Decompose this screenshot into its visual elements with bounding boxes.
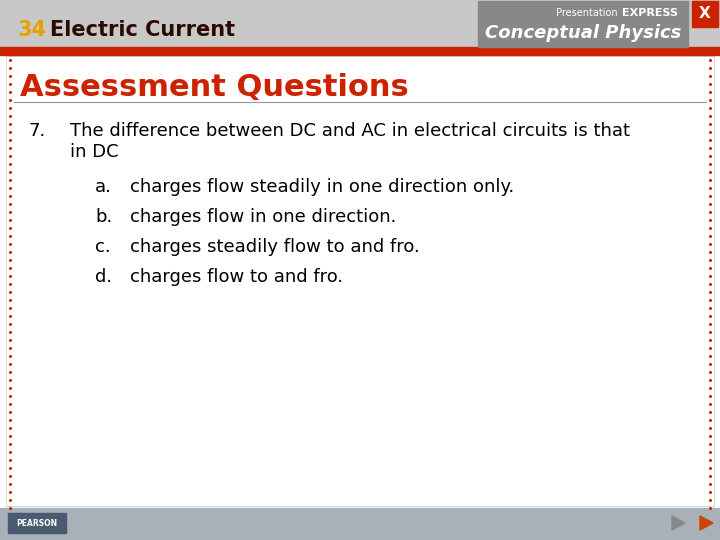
Text: d.: d. — [95, 268, 112, 286]
Text: b.: b. — [95, 208, 112, 226]
Text: The difference between DC and AC in electrical circuits is that: The difference between DC and AC in elec… — [70, 122, 630, 140]
Bar — [0, 47, 720, 55]
Text: charges flow to and fro.: charges flow to and fro. — [130, 268, 343, 286]
Polygon shape — [672, 516, 685, 530]
Text: Electric Current: Electric Current — [50, 20, 235, 40]
Bar — [8, 513, 66, 533]
Text: Presentation: Presentation — [556, 8, 618, 18]
Bar — [692, 1, 718, 27]
Text: charges flow steadily in one direction only.: charges flow steadily in one direction o… — [130, 178, 514, 196]
Text: X: X — [699, 6, 711, 22]
Text: charges flow in one direction.: charges flow in one direction. — [130, 208, 397, 226]
Text: c.: c. — [95, 238, 111, 256]
Text: in DC: in DC — [70, 143, 119, 161]
Text: 7.: 7. — [28, 122, 45, 140]
Bar — [6, 56, 714, 506]
Bar — [0, 508, 720, 540]
Text: 34: 34 — [18, 20, 47, 40]
Text: PEARSON: PEARSON — [17, 518, 58, 528]
Bar — [478, 1, 688, 47]
Polygon shape — [700, 516, 713, 530]
Text: Assessment Questions: Assessment Questions — [20, 73, 409, 103]
Text: EXPRESS: EXPRESS — [622, 8, 678, 18]
Bar — [0, 0, 720, 52]
Text: Conceptual Physics: Conceptual Physics — [485, 24, 681, 42]
Text: charges steadily flow to and fro.: charges steadily flow to and fro. — [130, 238, 420, 256]
Text: a.: a. — [95, 178, 112, 196]
